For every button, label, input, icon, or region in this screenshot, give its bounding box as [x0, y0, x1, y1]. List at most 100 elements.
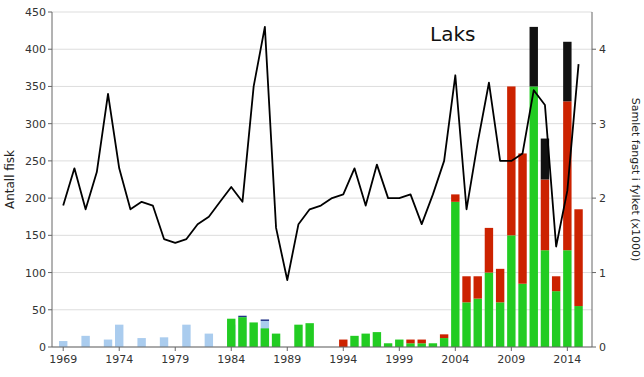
- bar: [384, 343, 392, 344]
- bar: [339, 339, 347, 340]
- bar: [384, 343, 392, 344]
- bar: [350, 335, 358, 336]
- y-tick: [48, 123, 52, 124]
- bar: [530, 27, 538, 87]
- bar: [462, 276, 470, 277]
- y-axis-line: [52, 12, 53, 347]
- bar: [59, 341, 67, 342]
- y-tick-label: 400: [25, 43, 46, 56]
- y2-tick-label: 2: [599, 192, 606, 205]
- bar: [272, 333, 280, 334]
- bar: [227, 318, 235, 319]
- bar: [261, 328, 269, 329]
- bar: [104, 339, 112, 340]
- bar: [574, 209, 582, 306]
- bar: [249, 322, 257, 323]
- x-tick: [231, 347, 232, 351]
- bar: [496, 269, 504, 303]
- bar: [238, 317, 246, 347]
- y2-tick: [592, 123, 596, 124]
- bar: [395, 339, 403, 340]
- bar: [249, 322, 257, 347]
- y-tick-label: 450: [25, 6, 46, 19]
- bar: [249, 322, 257, 323]
- bar: [104, 340, 112, 347]
- x-tick-label: 1984: [217, 353, 245, 366]
- x-tick-label: 2004: [441, 353, 469, 366]
- x-tick-label: 1969: [49, 353, 77, 366]
- bar: [205, 334, 213, 347]
- bar: [440, 334, 448, 338]
- y2-tick: [592, 347, 596, 348]
- grid-line: [52, 12, 592, 13]
- axes: 1969197419791984198919941999200420092014…: [3, 6, 642, 366]
- bar: [350, 335, 358, 336]
- y2-axis-line: [592, 12, 593, 347]
- y-tick-label: 50: [32, 304, 46, 317]
- grid: [52, 12, 592, 347]
- y2-tick: [592, 49, 596, 50]
- bar: [485, 227, 493, 228]
- bar: [361, 333, 369, 334]
- bar: [294, 324, 302, 325]
- bar: [574, 306, 582, 347]
- title: Laks: [430, 22, 475, 46]
- bar: [305, 323, 313, 347]
- bar: [305, 323, 313, 324]
- y-tick: [48, 347, 52, 348]
- y2-tick-label: 4: [599, 43, 606, 56]
- bar: [574, 209, 582, 210]
- bar: [429, 343, 437, 347]
- x-tick: [287, 347, 288, 351]
- x-tick-label: 1999: [385, 353, 413, 366]
- bar: [59, 341, 67, 347]
- bar: [462, 302, 470, 347]
- y-tick-label: 250: [25, 155, 46, 168]
- x-tick-label: 2014: [553, 353, 581, 366]
- y2-tick-label: 0: [599, 341, 606, 354]
- bar: [373, 332, 381, 347]
- bar: [552, 291, 560, 347]
- bar: [395, 339, 403, 340]
- y2-tick-label: 3: [599, 118, 606, 131]
- bar: [440, 334, 448, 335]
- marks: [59, 27, 583, 347]
- x-tick-label: 1974: [105, 353, 133, 366]
- bar: [395, 340, 403, 347]
- x-tick: [567, 347, 568, 351]
- bar: [238, 317, 246, 347]
- bar: [238, 317, 246, 318]
- bar: [406, 343, 414, 347]
- y-tick: [48, 309, 52, 310]
- bar: [563, 250, 571, 347]
- bar: [373, 332, 381, 333]
- bar: [182, 324, 190, 325]
- bar: [227, 319, 235, 347]
- bar: [137, 338, 145, 339]
- bar: [563, 42, 571, 102]
- y2-tick: [592, 272, 596, 273]
- bar: [160, 337, 168, 338]
- bar: [115, 324, 123, 325]
- bar: [429, 343, 437, 344]
- bar: [272, 333, 280, 334]
- y-tick: [48, 86, 52, 87]
- y-tick-label: 350: [25, 80, 46, 93]
- bar: [238, 316, 246, 317]
- x-tick-label: 1979: [161, 353, 189, 366]
- bar: [518, 284, 526, 347]
- y-axis-label: Antall fisk: [3, 150, 17, 209]
- bar: [451, 194, 459, 195]
- bar: [496, 302, 504, 347]
- x-tick: [175, 347, 176, 351]
- x-tick-label: 2009: [497, 353, 525, 366]
- x-tick: [343, 347, 344, 351]
- bar: [272, 334, 280, 347]
- bar: [238, 317, 246, 318]
- title-background: [427, 20, 478, 48]
- bar: [115, 325, 123, 347]
- y-tick: [48, 198, 52, 199]
- x-tick-label: 1994: [329, 353, 357, 366]
- bar: [160, 337, 168, 347]
- x-tick: [455, 347, 456, 351]
